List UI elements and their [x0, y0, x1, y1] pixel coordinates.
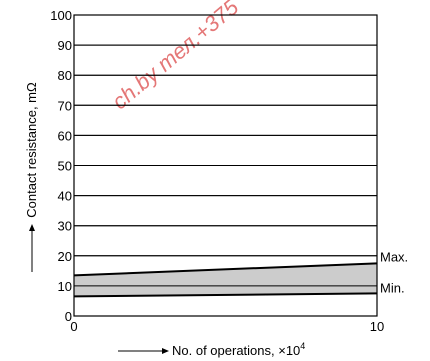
y-tick-label: 0 [65, 309, 72, 324]
x-axis-title: No. of operations, ×104 [172, 341, 305, 358]
y-tick-label: 10 [58, 279, 72, 294]
y-tick-label: 30 [58, 219, 72, 234]
y-tick-label: 90 [58, 38, 72, 53]
y-tick-label: 80 [58, 68, 72, 83]
series-label-max: Max. [380, 249, 408, 264]
y-tick-label: 70 [58, 98, 72, 113]
series-line-min [73, 292, 378, 298]
plot-area-frame [73, 14, 378, 317]
series-label-min: Min. [380, 280, 405, 295]
y-tick-label: 50 [58, 159, 72, 174]
y-axis-arrow-head [29, 224, 35, 231]
y-tick-label: 40 [58, 189, 72, 204]
x-axis-arrow-head [162, 348, 169, 354]
x-axis-ticks: 0 10 [70, 319, 384, 334]
y-axis-ticks: 0 10 20 30 40 50 60 70 80 90 100 [50, 8, 72, 324]
x-axis-title-exponent: 4 [300, 341, 305, 351]
x-axis-title-group: No. of operations, ×104 [118, 341, 305, 358]
y-tick-label: 20 [58, 249, 72, 264]
range-band [74, 263, 377, 297]
watermark-text: ch.by тел.+375 [107, 0, 244, 114]
y-axis-title: Contact resistance, mΩ [24, 82, 39, 218]
y-tick-label: 100 [50, 8, 72, 23]
x-tick-label: 0 [70, 319, 77, 334]
x-axis-title-text: No. of operations, ×10 [172, 343, 300, 358]
series-line-max [73, 262, 378, 277]
x-tick-label: 10 [370, 319, 384, 334]
y-axis-title-group: Contact resistance, mΩ [24, 82, 39, 272]
y-tick-label: 60 [58, 128, 72, 143]
watermark: ch.by тел.+375 [107, 0, 244, 114]
